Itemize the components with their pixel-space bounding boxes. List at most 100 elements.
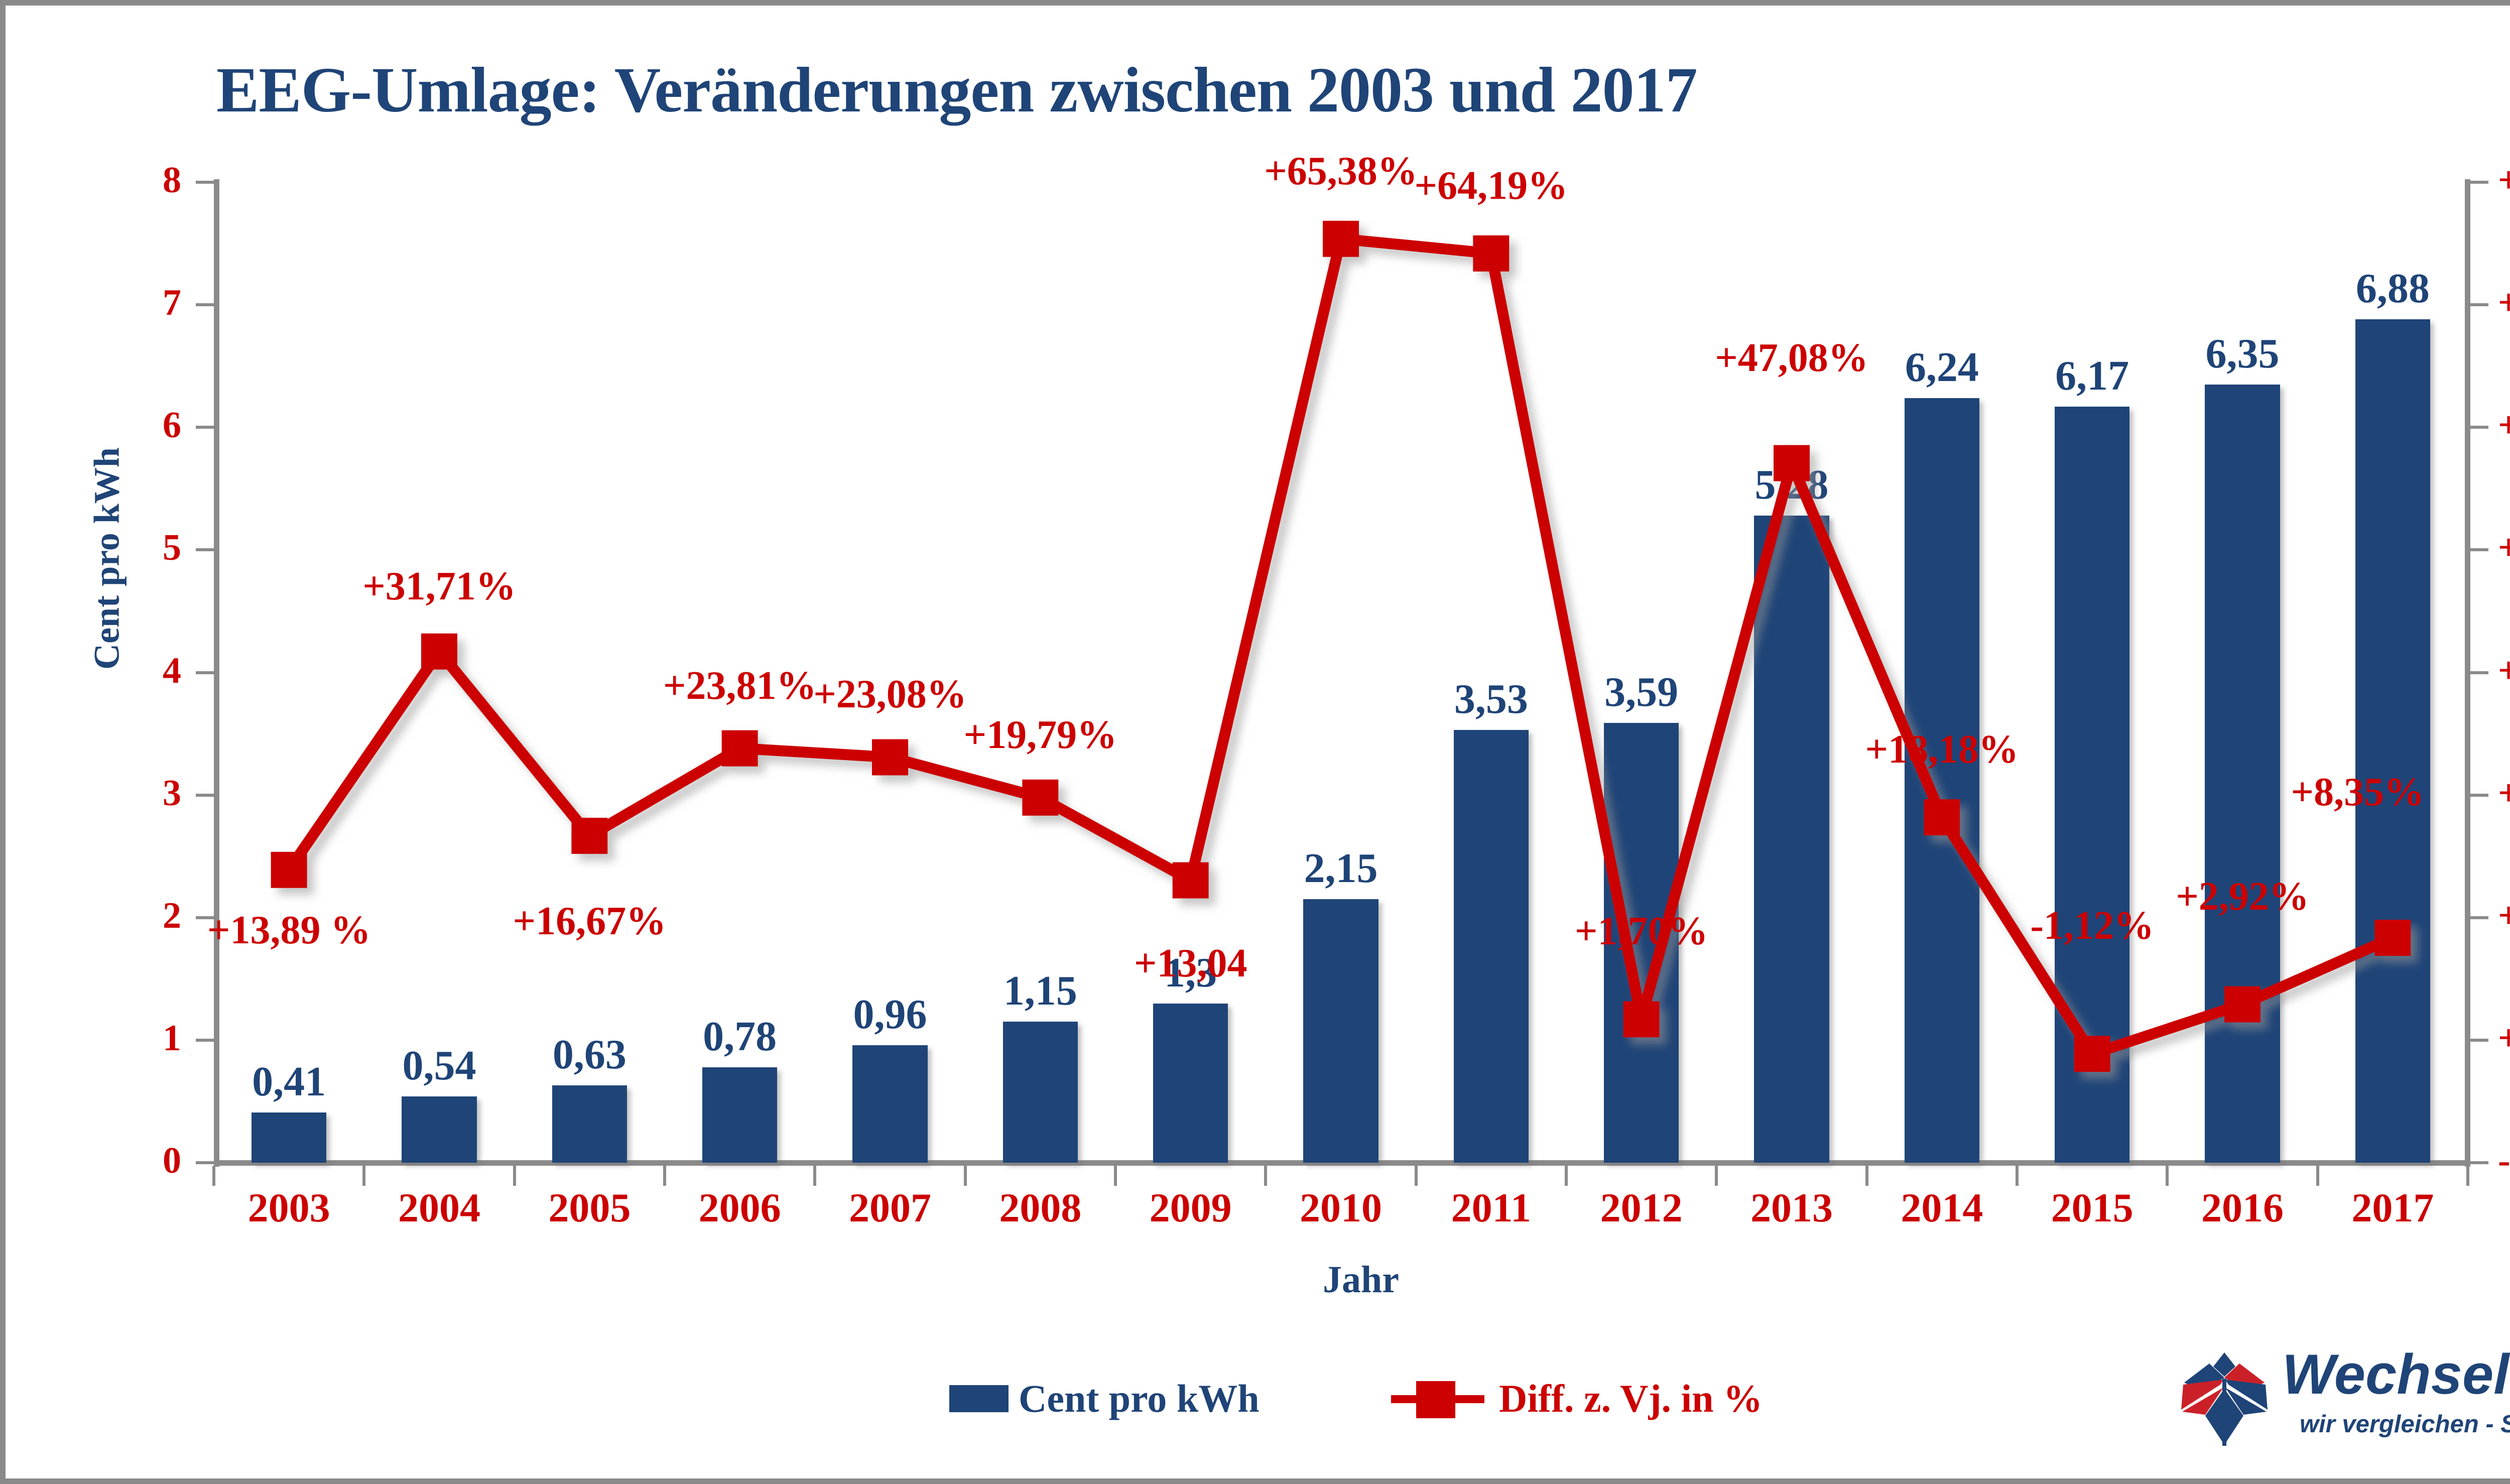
line-marker <box>2374 920 2411 956</box>
x-axis-category-label: 2003 <box>247 1185 330 1230</box>
x-axis-tick <box>2166 1166 2169 1186</box>
bar-value-label: 6,17 <box>2055 352 2129 399</box>
bar-value-label: 0,78 <box>703 1013 777 1060</box>
y-axis-left-tick <box>196 303 214 307</box>
y-axis-left-tick <box>196 1038 214 1042</box>
x-axis-tick <box>2016 1166 2019 1186</box>
percent-change-label: +47,08% <box>1715 335 1868 380</box>
legend-label-line: Diff. z. Vj. in % <box>1499 1377 1763 1420</box>
percent-change-label: +31,71% <box>362 564 516 608</box>
y-axis-right-tick <box>2470 548 2488 552</box>
x-axis-tick <box>813 1166 817 1186</box>
line-marker <box>1774 445 1810 481</box>
bar-value-label: 2,15 <box>1304 845 1378 892</box>
y-axis-right-tick-label: +30,00 <box>2498 652 2510 689</box>
x-axis-category-label: 2010 <box>1299 1185 1382 1230</box>
line-marker <box>1473 235 1510 272</box>
y-axis-right-tick <box>2470 1038 2488 1042</box>
y-axis-right-tick <box>2470 181 2488 184</box>
legend: Cent pro kWh Diff. z. Vj. in % <box>949 1370 1813 1430</box>
x-axis-category-label: 2017 <box>2351 1185 2434 1230</box>
x-axis-tick <box>1414 1166 1418 1186</box>
x-axis-category-label: 2005 <box>548 1185 631 1230</box>
bar <box>402 1096 477 1163</box>
bar-value-label: 1,15 <box>1003 967 1077 1015</box>
x-axis-tick <box>663 1166 666 1186</box>
bar <box>1904 398 1980 1163</box>
x-axis-category-label: 2013 <box>1750 1185 1833 1230</box>
y-axis-right-tick <box>2470 426 2488 429</box>
y-axis-left-tick-label: 3 <box>163 772 181 814</box>
bar <box>1754 516 1829 1163</box>
bar <box>1153 1003 1228 1163</box>
percent-change-label: +13,04 <box>1134 941 1247 985</box>
bar-value-label: 3,53 <box>1454 676 1528 723</box>
x-axis-tick <box>1264 1166 1268 1186</box>
y-axis-right-tick <box>2470 1161 2488 1164</box>
line-marker <box>1172 862 1209 899</box>
y-axis-right-tick-label: +20,00 <box>2498 775 2510 812</box>
bar-value-label: 6,88 <box>2355 265 2430 312</box>
line-marker <box>421 633 457 670</box>
bar-value-label: 3,59 <box>1604 668 1679 715</box>
y-axis-left-line <box>214 179 219 1167</box>
bar <box>1453 730 1529 1163</box>
bar <box>702 1067 778 1163</box>
line-marker <box>872 739 908 776</box>
bar-value-label: 0,41 <box>252 1058 326 1105</box>
y-axis-left-tick <box>196 181 214 184</box>
line-marker <box>1924 799 1960 836</box>
y-axis-right-tick <box>2470 916 2488 919</box>
percent-change-label: +13,89 % <box>207 908 371 952</box>
y-axis-left-tick-label: 1 <box>163 1017 181 1059</box>
bar-value-label: 0,63 <box>552 1031 626 1078</box>
y-axis-left-tick <box>196 1161 214 1164</box>
percent-change-label: +1,70% <box>1574 909 1708 954</box>
y-axis-left-tick <box>196 671 214 674</box>
y-axis-left-tick-label: 0 <box>163 1140 181 1181</box>
y-axis-left-tick <box>196 426 214 429</box>
line-marker <box>1022 779 1059 816</box>
brand-logo: WechselJetzt.de wir vergleichen - Sie sp… <box>2174 1343 2510 1459</box>
percent-change-label: +65,38% <box>1264 149 1418 193</box>
y-axis-right-tick-label: +70,00 <box>2498 162 2510 199</box>
line-marker <box>721 730 758 767</box>
y-axis-right-line <box>2465 179 2470 1167</box>
line-marker <box>2074 1036 2110 1072</box>
x-axis-tick <box>963 1166 967 1186</box>
x-axis-tick <box>2316 1166 2319 1186</box>
x-axis-tick <box>1565 1166 1568 1186</box>
x-axis-category-label: 2012 <box>1600 1185 1683 1230</box>
logo-word-1: Wechsel <box>2282 1343 2509 1406</box>
logo-wordmark: WechselJetzt.de <box>2282 1344 2510 1405</box>
line-series <box>271 220 2411 1072</box>
x-axis-category-label: 2004 <box>398 1185 480 1230</box>
bar <box>251 1112 327 1163</box>
bar-value-label: 6,35 <box>2205 330 2280 377</box>
percent-change-label: +23,81% <box>663 663 817 708</box>
percent-change-label: -1,12% <box>2030 904 2154 948</box>
x-axis-tick <box>2466 1166 2469 1186</box>
x-axis-tick <box>513 1166 516 1186</box>
line-marker <box>271 851 307 888</box>
x-axis-tick <box>362 1166 366 1186</box>
x-axis-category-label: 2015 <box>2051 1185 2134 1230</box>
percent-change-label: +64,19% <box>1414 163 1568 208</box>
y-axis-right-tick-label: -10,00 <box>2498 1140 2510 1181</box>
y-axis-left-tick-label: 8 <box>163 160 181 201</box>
x-axis-category-label: 2011 <box>1451 1185 1532 1230</box>
y-axis-left-tick-label: 2 <box>163 895 181 936</box>
x-axis-tick <box>1114 1166 1117 1186</box>
bar <box>852 1045 928 1163</box>
bar <box>1303 899 1378 1163</box>
bar-value-label: 0,96 <box>853 991 927 1038</box>
x-axis-category-label: 2006 <box>698 1185 781 1230</box>
percent-change-label: +23,08% <box>813 672 967 717</box>
percent-change-label: +8,35% <box>2291 770 2425 815</box>
x-axis-line <box>214 1160 2470 1166</box>
logo-word-2: Jetzt <box>2509 1343 2510 1406</box>
y-axis-right-tick <box>2470 671 2488 674</box>
x-axis-tick <box>1715 1166 1718 1186</box>
logo-mark-icon <box>2181 1352 2268 1446</box>
